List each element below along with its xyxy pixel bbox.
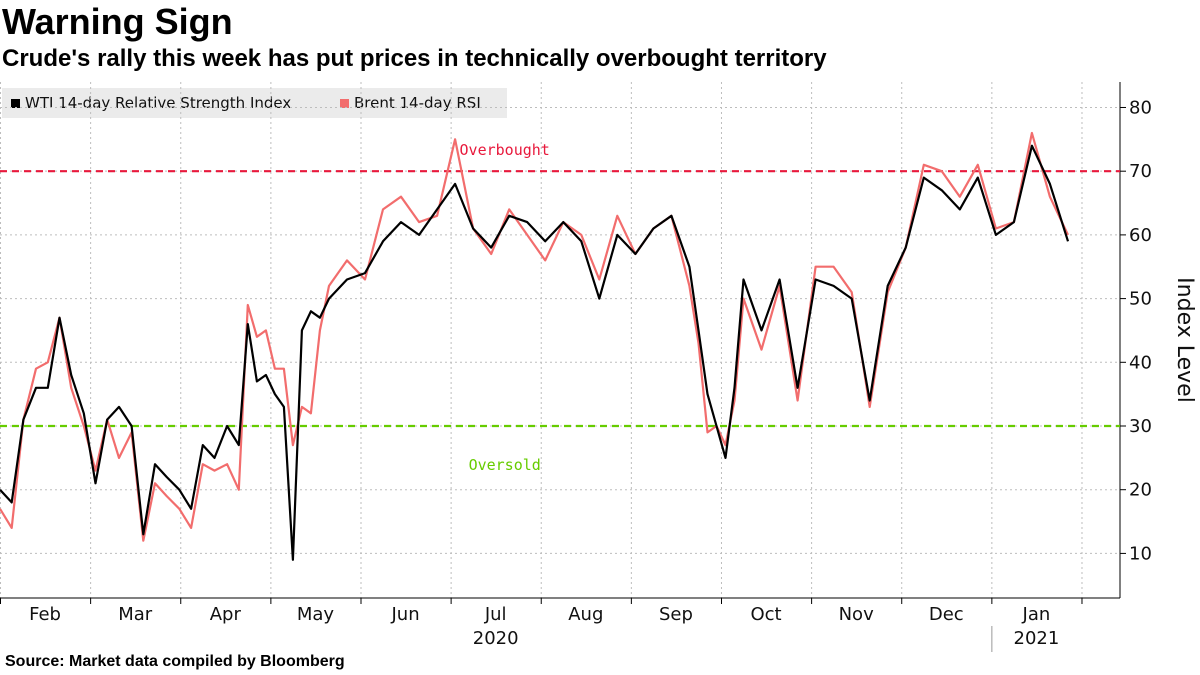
x-tick-label: Sep <box>659 604 693 625</box>
x-tick-label: Apr <box>210 604 242 625</box>
year-label: 2020 <box>473 628 519 649</box>
y-tick-label: 50 <box>1129 289 1152 310</box>
x-tick-label: Mar <box>118 604 153 625</box>
y-tick-label: 30 <box>1129 416 1152 437</box>
legend-swatch-brent <box>340 99 349 108</box>
y-axis-title: Index Level <box>1172 277 1197 403</box>
y-tick-label: 80 <box>1129 97 1152 118</box>
x-tick-label: Jan <box>1022 604 1051 625</box>
x-tick-label: Dec <box>929 604 964 625</box>
chart-subtitle: Crude's rally this week has put prices i… <box>2 45 827 72</box>
x-tick-label: Aug <box>568 604 603 625</box>
y-tick-label: 70 <box>1129 161 1152 182</box>
y-tick-label: 20 <box>1129 480 1152 501</box>
x-tick-label: Jun <box>390 604 419 625</box>
x-tick-label: May <box>297 604 335 625</box>
chart-title: Warning Sign <box>2 1 233 42</box>
year-label: 2021 <box>1014 628 1060 649</box>
source-note: Source: Market data compiled by Bloomber… <box>5 653 345 670</box>
x-tick-label: Oct <box>750 604 781 625</box>
y-tick-label: 60 <box>1129 225 1152 246</box>
reference-label-oversold: Oversold <box>469 456 541 474</box>
y-tick-label: 10 <box>1129 543 1152 564</box>
series-line-wti <box>0 144 1070 561</box>
x-tick-label: Nov <box>839 604 874 625</box>
series-line-brent <box>0 131 1069 542</box>
reference-label-overbought: Overbought <box>460 141 550 159</box>
x-tick-label: Feb <box>29 604 61 625</box>
legend-swatch-wti <box>11 99 20 108</box>
x-tick-label: Jul <box>484 604 507 625</box>
y-tick-label: 40 <box>1129 352 1152 373</box>
